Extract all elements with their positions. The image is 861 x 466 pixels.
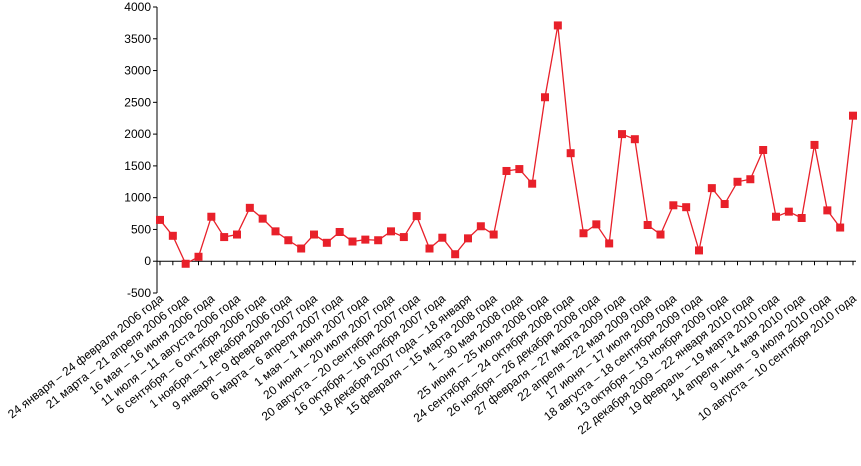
marker [207, 212, 216, 221]
marker [451, 250, 460, 259]
marker [387, 227, 395, 236]
marker [233, 230, 241, 239]
marker [361, 235, 370, 244]
marker [271, 227, 280, 236]
marker [322, 238, 331, 247]
y-tick-label: 2500 [124, 95, 151, 109]
marker [707, 184, 716, 193]
marker [284, 236, 293, 245]
y-tick-label: 1500 [124, 159, 151, 173]
marker [823, 206, 832, 215]
marker [618, 130, 626, 139]
marker [489, 230, 498, 239]
y-tick-label: 500 [131, 222, 151, 236]
y-tick-label: 1000 [124, 191, 151, 205]
marker [399, 233, 408, 242]
marker [464, 234, 472, 243]
marker [425, 244, 434, 253]
marker [220, 233, 229, 242]
marker [772, 212, 780, 221]
marker [682, 203, 691, 212]
marker [374, 236, 383, 245]
y-tick-label: 0 [144, 254, 151, 268]
marker [810, 140, 819, 149]
marker [335, 227, 344, 236]
marker [297, 244, 306, 253]
y-tick-label: -500 [127, 286, 151, 300]
y-tick-label: 3000 [124, 64, 151, 78]
marker [784, 207, 793, 216]
marker [746, 175, 755, 184]
y-tick-label: 2000 [124, 127, 151, 141]
marker [720, 200, 729, 209]
marker [566, 149, 575, 158]
marker [194, 252, 203, 261]
marker [797, 214, 806, 223]
marker [669, 201, 678, 210]
marker [515, 165, 524, 174]
marker [695, 246, 703, 255]
marker [630, 135, 639, 144]
marker [310, 230, 318, 239]
marker [258, 214, 267, 223]
marker [181, 259, 190, 268]
marker [156, 215, 164, 224]
marker [553, 21, 562, 30]
marker [541, 93, 549, 102]
marker [592, 220, 601, 229]
marker [605, 239, 614, 248]
marker [849, 111, 857, 120]
marker [438, 233, 447, 242]
marker [643, 220, 652, 229]
marker [412, 212, 421, 221]
line [159, 25, 854, 265]
marker [656, 230, 665, 239]
marker [245, 203, 254, 212]
marker [836, 223, 845, 232]
marker [348, 237, 357, 246]
y-tick-label: 4000 [124, 0, 151, 14]
marker [528, 179, 537, 188]
marker [733, 177, 742, 186]
marker [168, 231, 177, 240]
marker [579, 229, 588, 238]
marker [476, 222, 485, 231]
marker [502, 166, 511, 175]
marker [759, 146, 768, 154]
y-tick-label: 3500 [124, 32, 151, 46]
